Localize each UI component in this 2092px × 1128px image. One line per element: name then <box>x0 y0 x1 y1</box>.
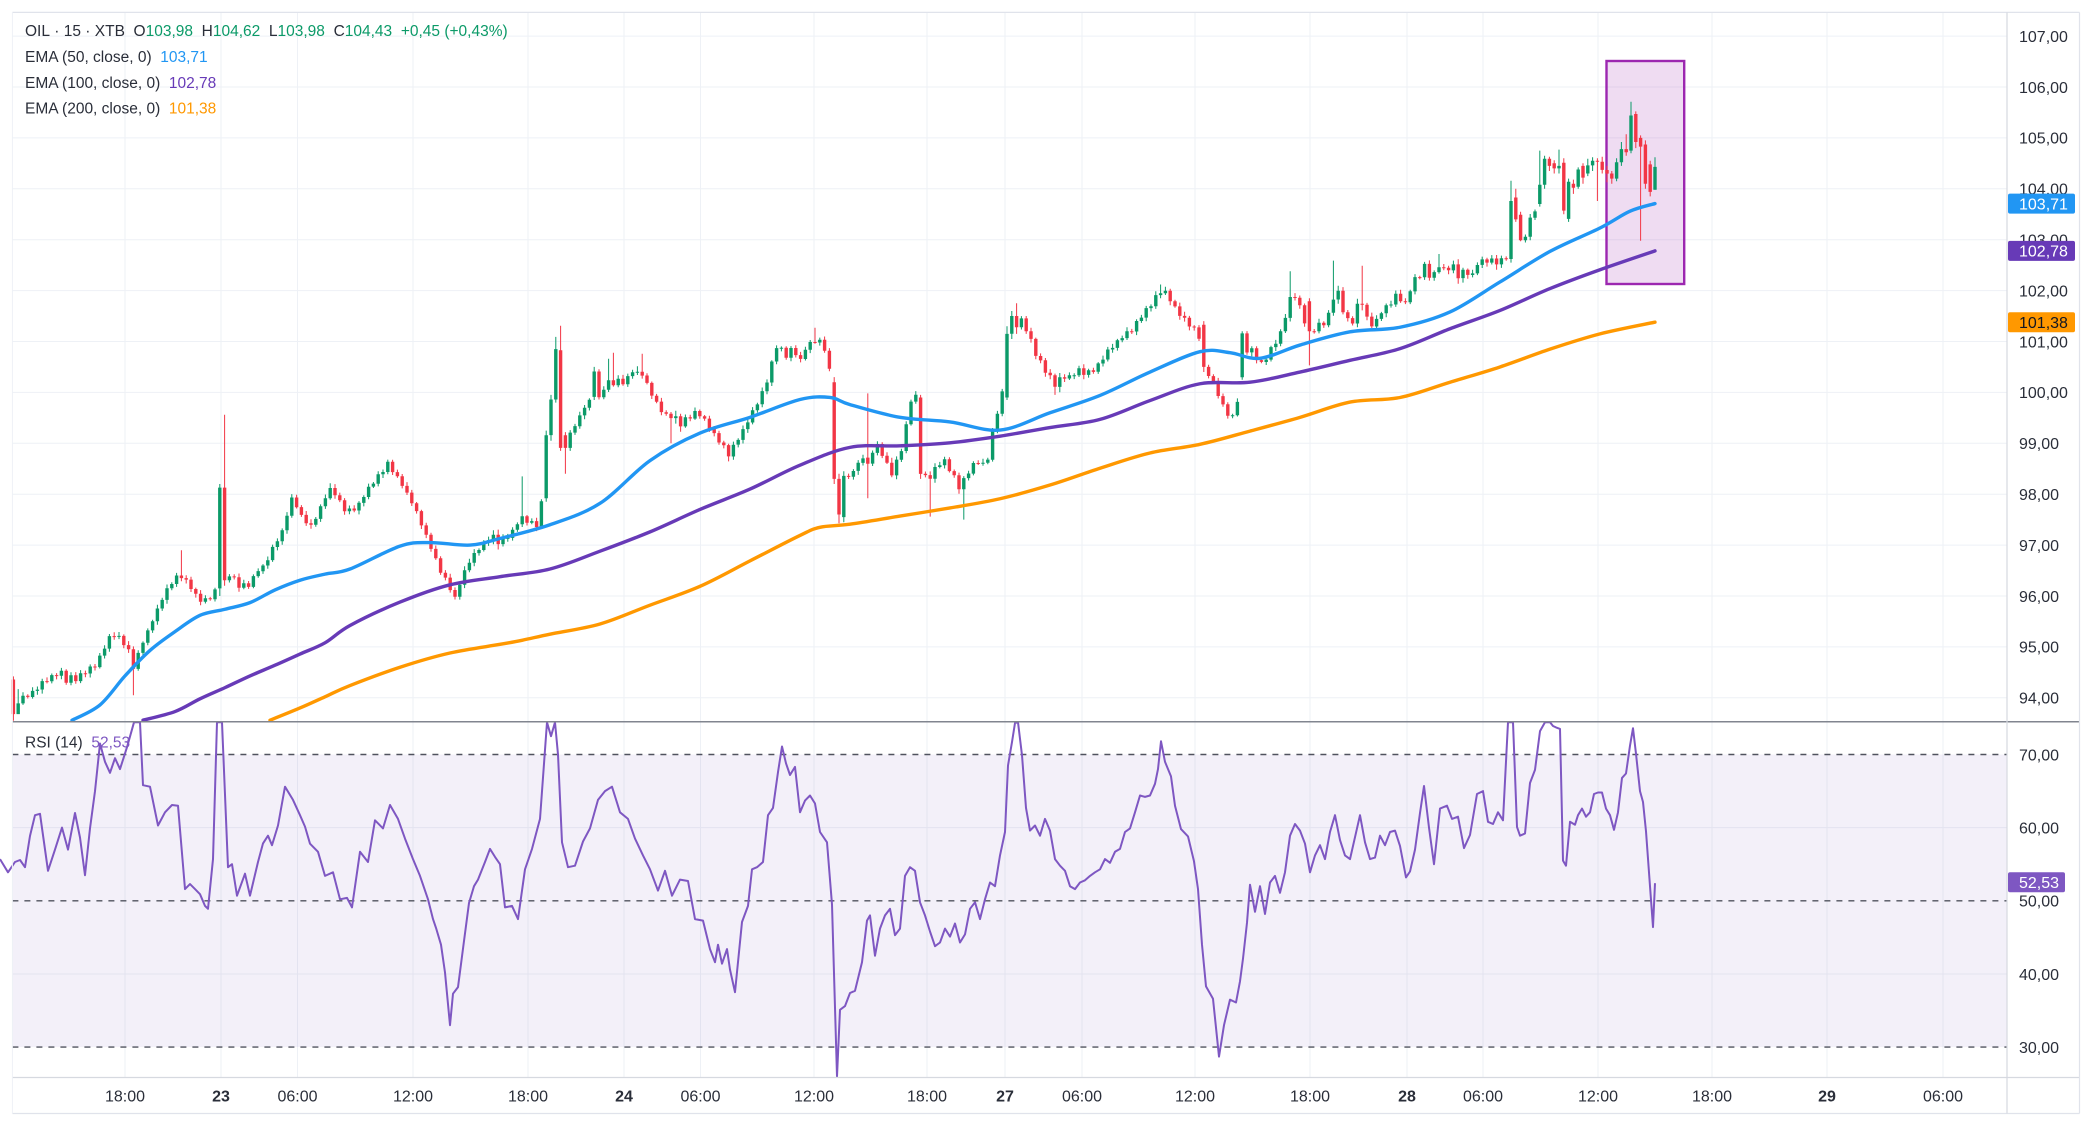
svg-text:12:00: 12:00 <box>1578 1088 1618 1105</box>
svg-text:OIL · 15 · XTB O103,98 H104,: OIL · 15 · XTB O103,98 H104,62 L103,98 C… <box>25 23 508 40</box>
svg-text:30,00: 30,00 <box>2019 1040 2059 1057</box>
svg-text:18:00: 18:00 <box>907 1088 947 1105</box>
svg-text:101,00: 101,00 <box>2019 334 2068 351</box>
svg-text:EMA (200, close, 0) 101,38: EMA (200, close, 0) 101,38 <box>25 101 216 118</box>
svg-text:94,00: 94,00 <box>2019 691 2059 708</box>
svg-text:105,00: 105,00 <box>2019 131 2068 148</box>
svg-text:99,00: 99,00 <box>2019 436 2059 453</box>
svg-text:70,00: 70,00 <box>2019 747 2059 764</box>
svg-text:101,38: 101,38 <box>2019 315 2068 332</box>
svg-text:106,00: 106,00 <box>2019 80 2068 97</box>
svg-text:29: 29 <box>1818 1088 1836 1105</box>
svg-text:06:00: 06:00 <box>680 1088 720 1105</box>
svg-text:28: 28 <box>1398 1088 1416 1105</box>
svg-text:102,00: 102,00 <box>2019 283 2068 300</box>
svg-text:12:00: 12:00 <box>1175 1088 1215 1105</box>
svg-text:06:00: 06:00 <box>1062 1088 1102 1105</box>
svg-text:98,00: 98,00 <box>2019 487 2059 504</box>
svg-text:RSI (14) 52,53: RSI (14) 52,53 <box>25 735 130 752</box>
svg-text:18:00: 18:00 <box>508 1088 548 1105</box>
svg-text:06:00: 06:00 <box>1923 1088 1963 1105</box>
svg-text:18:00: 18:00 <box>105 1088 145 1105</box>
svg-text:96,00: 96,00 <box>2019 589 2059 606</box>
svg-text:EMA (100, close, 0) 102,78: EMA (100, close, 0) 102,78 <box>25 75 216 92</box>
svg-text:100,00: 100,00 <box>2019 385 2068 402</box>
svg-text:95,00: 95,00 <box>2019 640 2059 657</box>
svg-text:06:00: 06:00 <box>277 1088 317 1105</box>
svg-text:40,00: 40,00 <box>2019 967 2059 984</box>
svg-text:12:00: 12:00 <box>393 1088 433 1105</box>
svg-text:52,53: 52,53 <box>2019 875 2059 892</box>
svg-text:12:00: 12:00 <box>794 1088 834 1105</box>
svg-text:27: 27 <box>996 1088 1014 1105</box>
svg-text:107,00: 107,00 <box>2019 29 2068 46</box>
svg-text:103,71: 103,71 <box>2019 196 2068 213</box>
svg-text:97,00: 97,00 <box>2019 538 2059 555</box>
svg-text:18:00: 18:00 <box>1290 1088 1330 1105</box>
svg-text:23: 23 <box>212 1088 230 1105</box>
svg-text:60,00: 60,00 <box>2019 820 2059 837</box>
svg-text:50,00: 50,00 <box>2019 894 2059 911</box>
svg-text:06:00: 06:00 <box>1463 1088 1503 1105</box>
svg-text:24: 24 <box>615 1088 633 1105</box>
svg-text:102,78: 102,78 <box>2019 244 2068 261</box>
svg-text:EMA (50, close, 0) 103,71: EMA (50, close, 0) 103,71 <box>25 49 208 66</box>
svg-text:18:00: 18:00 <box>1692 1088 1732 1105</box>
